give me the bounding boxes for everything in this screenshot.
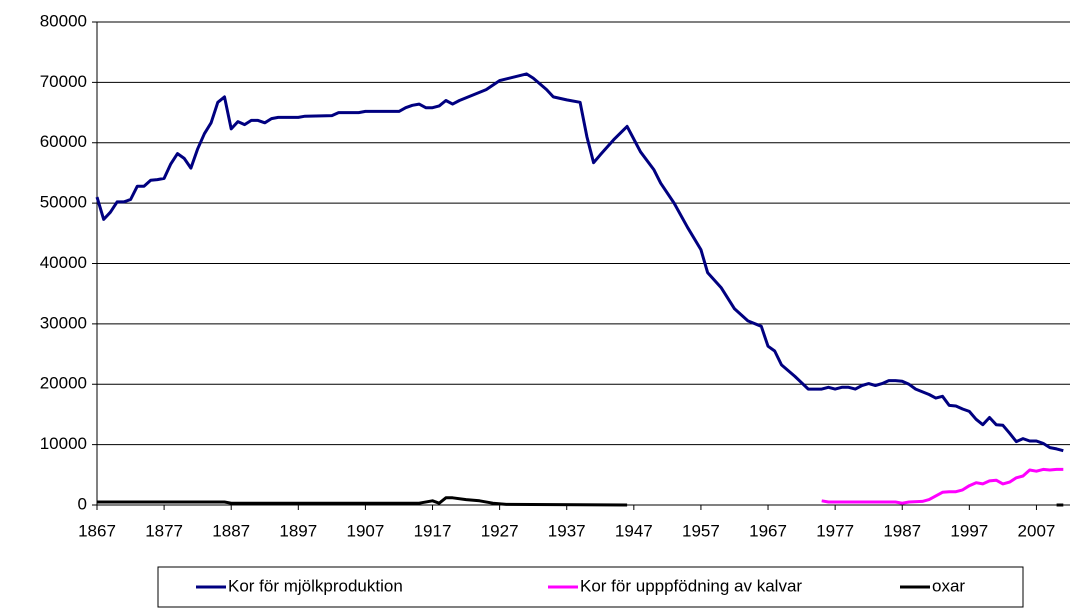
x-tick-label: 1917 [414, 521, 452, 540]
x-tick-label: 1977 [816, 521, 854, 540]
series-line [95, 72, 1064, 453]
x-tick-label: 2007 [1018, 521, 1056, 540]
y-tick-label: 80000 [40, 11, 87, 30]
legend-label: oxar [932, 576, 965, 595]
y-tick-label: 70000 [40, 72, 87, 91]
x-tick-label: 1937 [548, 521, 586, 540]
x-tick-label: 1967 [749, 521, 787, 540]
x-tick-label: 1927 [481, 521, 519, 540]
legend-label: Kor för upppfödning av kalvar [580, 576, 802, 595]
x-tick-label: 1887 [212, 521, 250, 540]
x-tick-label: 1987 [883, 521, 921, 540]
x-tick-label: 1877 [145, 521, 183, 540]
y-tick-label: 0 [78, 494, 87, 513]
y-tick-label: 10000 [40, 434, 87, 453]
x-tick-label: 1907 [346, 521, 384, 540]
y-tick-label: 50000 [40, 193, 87, 212]
legend-label: Kor för mjölkproduktion [228, 576, 403, 595]
series-line [821, 467, 1064, 505]
x-tick-label: 1897 [279, 521, 317, 540]
x-tick-label: 1997 [950, 521, 988, 540]
y-tick-label: 60000 [40, 132, 87, 151]
legend-box [157, 566, 1024, 608]
x-tick-label: 1867 [78, 521, 116, 540]
y-tick-label: 40000 [40, 253, 87, 272]
y-tick-label: 20000 [40, 374, 87, 393]
y-tick-label: 30000 [40, 313, 87, 332]
series-line [97, 496, 628, 507]
x-tick-label: 1957 [682, 521, 720, 540]
x-tick-label: 1947 [615, 521, 653, 540]
